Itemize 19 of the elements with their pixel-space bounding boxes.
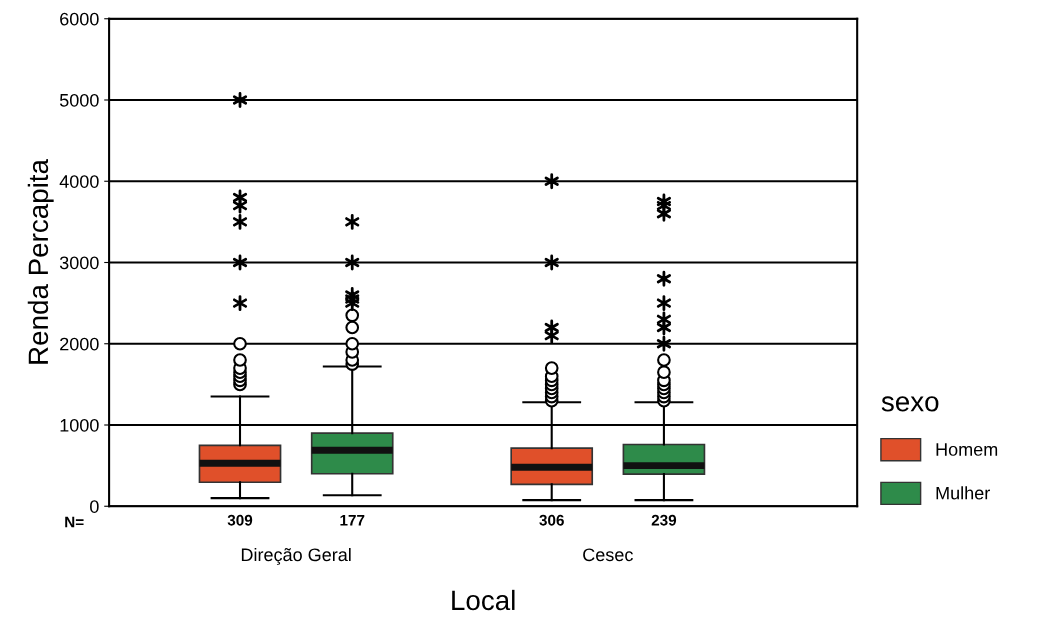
x-tick-label: Direção Geral <box>241 547 351 565</box>
y-tick-label: 2000 <box>60 337 99 351</box>
legend-label: Mulher <box>936 486 990 500</box>
x-tick-label: Cesec <box>583 548 633 562</box>
y-tick-label: 0 <box>90 500 99 513</box>
y-tick-label: 6000 <box>60 12 99 26</box>
text: 309 <box>227 514 253 526</box>
text: 177 <box>340 514 365 526</box>
y-axis-title: Renda Percapita <box>27 159 54 364</box>
text: N= <box>65 516 84 528</box>
x-axis-title: Local <box>452 589 515 611</box>
y-tick-label: 1000 <box>60 418 99 432</box>
legend-title: sexo <box>881 396 939 412</box>
text: 239 <box>651 514 677 526</box>
legend-label: Homem <box>936 443 998 456</box>
y-tick-label: 5000 <box>59 93 99 107</box>
y-tick-label: 3000 <box>59 256 99 270</box>
text: 306 <box>539 514 564 526</box>
y-tick-label: 4000 <box>59 175 99 188</box>
